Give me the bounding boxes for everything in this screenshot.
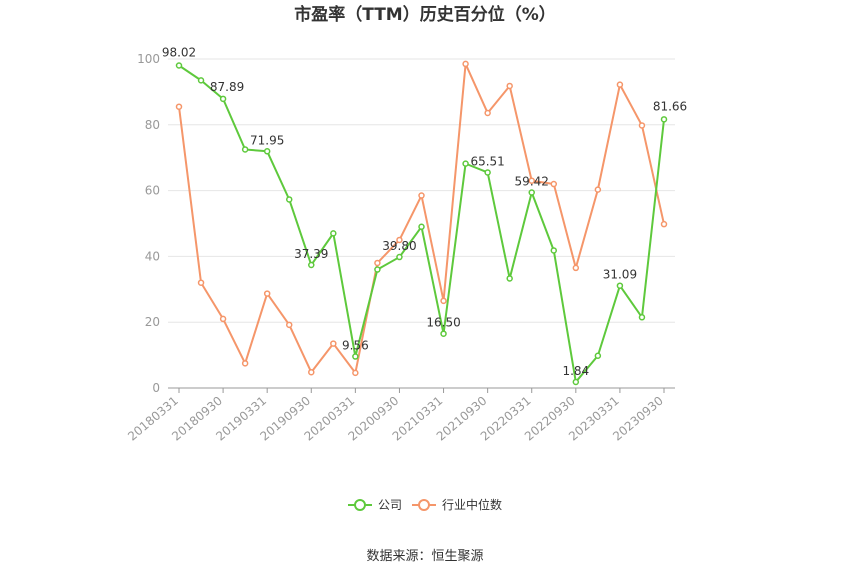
data-point-industry-median [550,180,558,188]
data-point-industry-median [175,103,183,110]
data-point-company [263,148,271,155]
data-point-industry-median [308,368,315,376]
data-label: 31.09 [603,268,637,282]
data-point-industry-median [330,340,337,347]
data-label: 81.66 [653,99,687,113]
data-point-industry-median [285,321,293,329]
data-point-company [285,196,293,203]
data-point-company [418,223,425,231]
data-point-industry-median [638,122,646,129]
legend-company-label: 公司 [378,498,402,512]
data-label: 71.95 [250,133,284,147]
data-point-industry-median [352,369,359,377]
data-point-company [484,169,491,176]
data-label: 98.02 [162,46,196,60]
data-point-company [197,77,205,84]
data-point-company [660,116,668,123]
data-point-company [638,314,646,321]
data-point-industry-median [219,315,227,323]
data-label: 1.84 [562,364,589,378]
data-point-industry-median [594,186,602,193]
data-point-industry-median [241,360,249,367]
data-point-company [528,189,535,196]
data-point-industry-median [462,60,469,68]
data-point-company [506,275,513,282]
data-point-company [219,95,227,103]
data-point-company [594,352,602,360]
x-axis: 2018033120180930201903312019093020200331… [125,387,675,444]
data-point-industry-median [506,82,513,90]
legend[interactable]: 公司 行业中位数 [348,497,502,512]
data-point-company [440,330,447,337]
data-point-company [396,253,403,261]
data-point-company [330,230,337,237]
data-point-company [462,160,469,167]
data-label: 87.89 [210,80,244,94]
y-tick-label: 80 [145,118,160,132]
data-point-company [572,378,580,386]
data-point-industry-median [374,259,381,267]
data-point-company [175,62,183,69]
data-point-industry-median [528,177,535,184]
data-point-industry-median [263,290,271,297]
data-point-industry-median [396,236,403,244]
chart-title: 市盈率（TTM）历史百分位（%） [294,4,556,25]
data-point-industry-median [660,220,668,228]
y-tick-label: 0 [152,381,160,395]
data-point-industry-median [616,81,624,88]
data-point-company [616,282,624,289]
y-tick-label: 60 [145,184,160,198]
data-label: 37.39 [294,247,328,261]
data-point-industry-median [197,279,205,286]
y-tick-label: 20 [145,315,160,329]
data-point-company [550,247,558,254]
data-point-industry-median [440,297,447,305]
data-label: 59.42 [515,175,549,189]
series-layer [175,60,668,386]
data-labels: 98.02 87.89 71.95 37.39 9.56 39.80 16.50 65.51 5… [162,46,687,378]
series-line-industry-median [178,62,665,374]
data-point-industry-median [418,192,425,199]
legend-median-label: 行业中位数 [442,497,502,512]
data-point-company [241,146,249,153]
data-label: 9.56 [342,339,369,353]
y-tick-label: 40 [145,249,160,263]
data-label: 39.80 [382,239,416,253]
data-point-company [352,353,359,360]
y-axis: 0 20 40 60 80 100 [137,52,160,395]
data-label: 16.50 [426,316,460,330]
data-point-industry-median [572,264,580,272]
legend-median-marker [418,499,430,511]
grid [168,58,675,323]
data-point-company [308,261,315,269]
data-point-company [374,266,381,273]
legend-item-industry-median[interactable]: 行业中位数 [412,497,502,512]
y-tick-label: 100 [137,52,160,66]
legend-company-marker [354,499,366,511]
data-label: 65.51 [470,154,504,168]
legend-item-company[interactable]: 公司 [348,498,402,512]
data-point-industry-median [484,109,491,117]
source-note: 数据来源：恒生聚源 [366,549,483,564]
